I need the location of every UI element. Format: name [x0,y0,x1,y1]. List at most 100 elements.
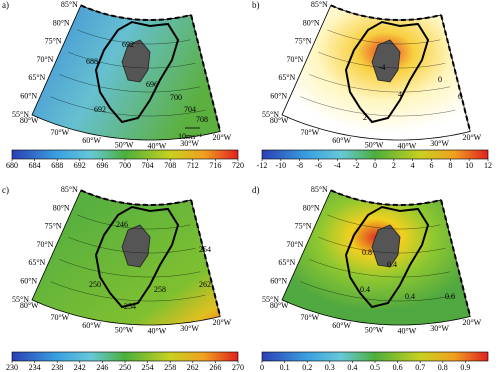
lat-label: 75°N [295,222,312,231]
contour-label: 0.8 [362,248,372,257]
colorbar-tick-label: 716 [209,161,221,170]
colorbar-tick-label: 688 [51,161,63,170]
contour-label: 0.4 [360,285,370,294]
contour-line [300,96,456,117]
colorbar-tick-label: 0.4 [347,363,357,372]
lat-label: 85°N [61,0,78,9]
panel: d) 85°N 80°N 75°N 70°N 65°N 60°N 55°N80°W 70°W 60… [252,185,489,372]
panel-label: c) [2,185,9,195]
panel-label: b) [252,0,260,10]
lat-label: 80°N [303,18,320,27]
colorbar-tick-label: 0.8 [438,363,448,372]
lat-label: 85°N [61,185,78,194]
contour-label: 704 [184,105,196,114]
panel: b) 85°N80°N75°N70°N65°N60°N55°N80°W70°W60… [252,0,492,170]
contour-line [68,236,196,254]
colorbar-tick-label: 0.1 [280,363,290,372]
colorbar-tick-label: 0.7 [415,363,425,372]
contour-line [59,259,201,278]
lon-label: 70°W [50,128,69,137]
contour-line [77,214,191,230]
contour-line [50,281,206,302]
lat-label: 55°N [12,110,29,119]
lat-label: 65°N [28,73,45,82]
contour-label: 254 [124,302,136,311]
colorbar-tick-label: 4 [411,161,415,170]
map-edge-top [80,189,192,206]
lon-label: 60°W [332,321,351,330]
lon-label: 20°W [462,318,481,327]
colorbar-tick-label: 704 [142,161,154,170]
lon-label: 50°W [365,326,384,335]
contour-label: 700 [170,93,182,102]
colorbar-tick-label: 6 [430,161,434,170]
contour-label: 692 [94,105,106,114]
colorbar-tick-label: 700 [119,161,131,170]
ice-mask [371,39,401,83]
panel-label: d) [252,185,260,195]
lat-label: 75°N [45,37,62,46]
ice-mask [121,224,151,268]
colorbar-tick-label: 250 [119,363,131,372]
map-edge-right [190,199,222,317]
contour-line [68,51,196,69]
lat-label: 60°N [270,276,287,285]
lat-label: 85°N [311,185,328,194]
lon-label: 50°W [115,326,134,335]
contour-label: 2 [363,113,367,122]
lat-label: 55°N [12,295,29,304]
colorbar-tick-label: 254 [142,363,154,372]
colorbar-tick-label: 12 [484,161,492,170]
lat-label: 80°N [303,203,320,212]
lon-label: 50°W [365,141,384,150]
contour-label: 254 [199,245,211,254]
colorbar-tick-label: 2 [392,161,396,170]
map-edge-top [330,189,442,206]
colorbar-tick-label: -12 [257,161,268,170]
colorbar-tick-label: -2 [353,161,360,170]
greenland [344,205,430,309]
contour-line [318,236,446,254]
colorbar-tick-label: -10 [275,161,286,170]
colorbar-tick-label: 242 [74,363,86,372]
lat-label: 60°N [270,91,287,100]
contour-line [327,29,441,45]
colorbar-tick-label: 266 [209,363,221,372]
map-edge-right [190,14,222,132]
map-edge-top [80,4,192,21]
lon-label: 20°W [212,133,231,142]
colorbar-tick-label: 680 [6,161,18,170]
lon-label: 30°W [180,139,199,148]
ice-mask [121,39,151,83]
lon-label: 80°W [20,301,39,310]
lon-label: 70°W [50,313,69,322]
lon-label: 30°W [430,139,449,148]
colorbar-tick-label: 234 [29,363,41,372]
contour-label: 258 [154,285,166,294]
contour-line [318,51,446,69]
colorbar-tick-label: 696 [96,161,108,170]
lat-label: 65°N [28,258,45,267]
colorbar-tick-label: 0.6 [393,363,403,372]
vector-key: 10ms⁻¹ [178,132,203,141]
colorbar-tick-label: -8 [296,161,303,170]
colorbar-tick-label: 262 [187,363,199,372]
colorbar [261,149,489,160]
lon-label: 80°W [270,301,289,310]
contour-label: 250 [89,280,101,289]
colorbar-tick-label: 692 [74,161,86,170]
contour-label: 246 [116,220,128,229]
lat-label: 65°N [278,258,295,267]
contour-line [327,214,441,230]
greenland [94,205,180,309]
lat-label: 70°N [36,240,53,249]
lat-label: 75°N [45,222,62,231]
contour-label: 0 [438,75,442,84]
colorbar-tick-label: -4 [334,161,341,170]
contour-line [50,96,206,117]
colorbar-tick-label: -6 [315,161,322,170]
lon-label: 60°W [82,136,101,145]
lon-label: 60°W [332,136,351,145]
lat-label: 80°N [53,203,70,212]
greenland [344,20,430,124]
